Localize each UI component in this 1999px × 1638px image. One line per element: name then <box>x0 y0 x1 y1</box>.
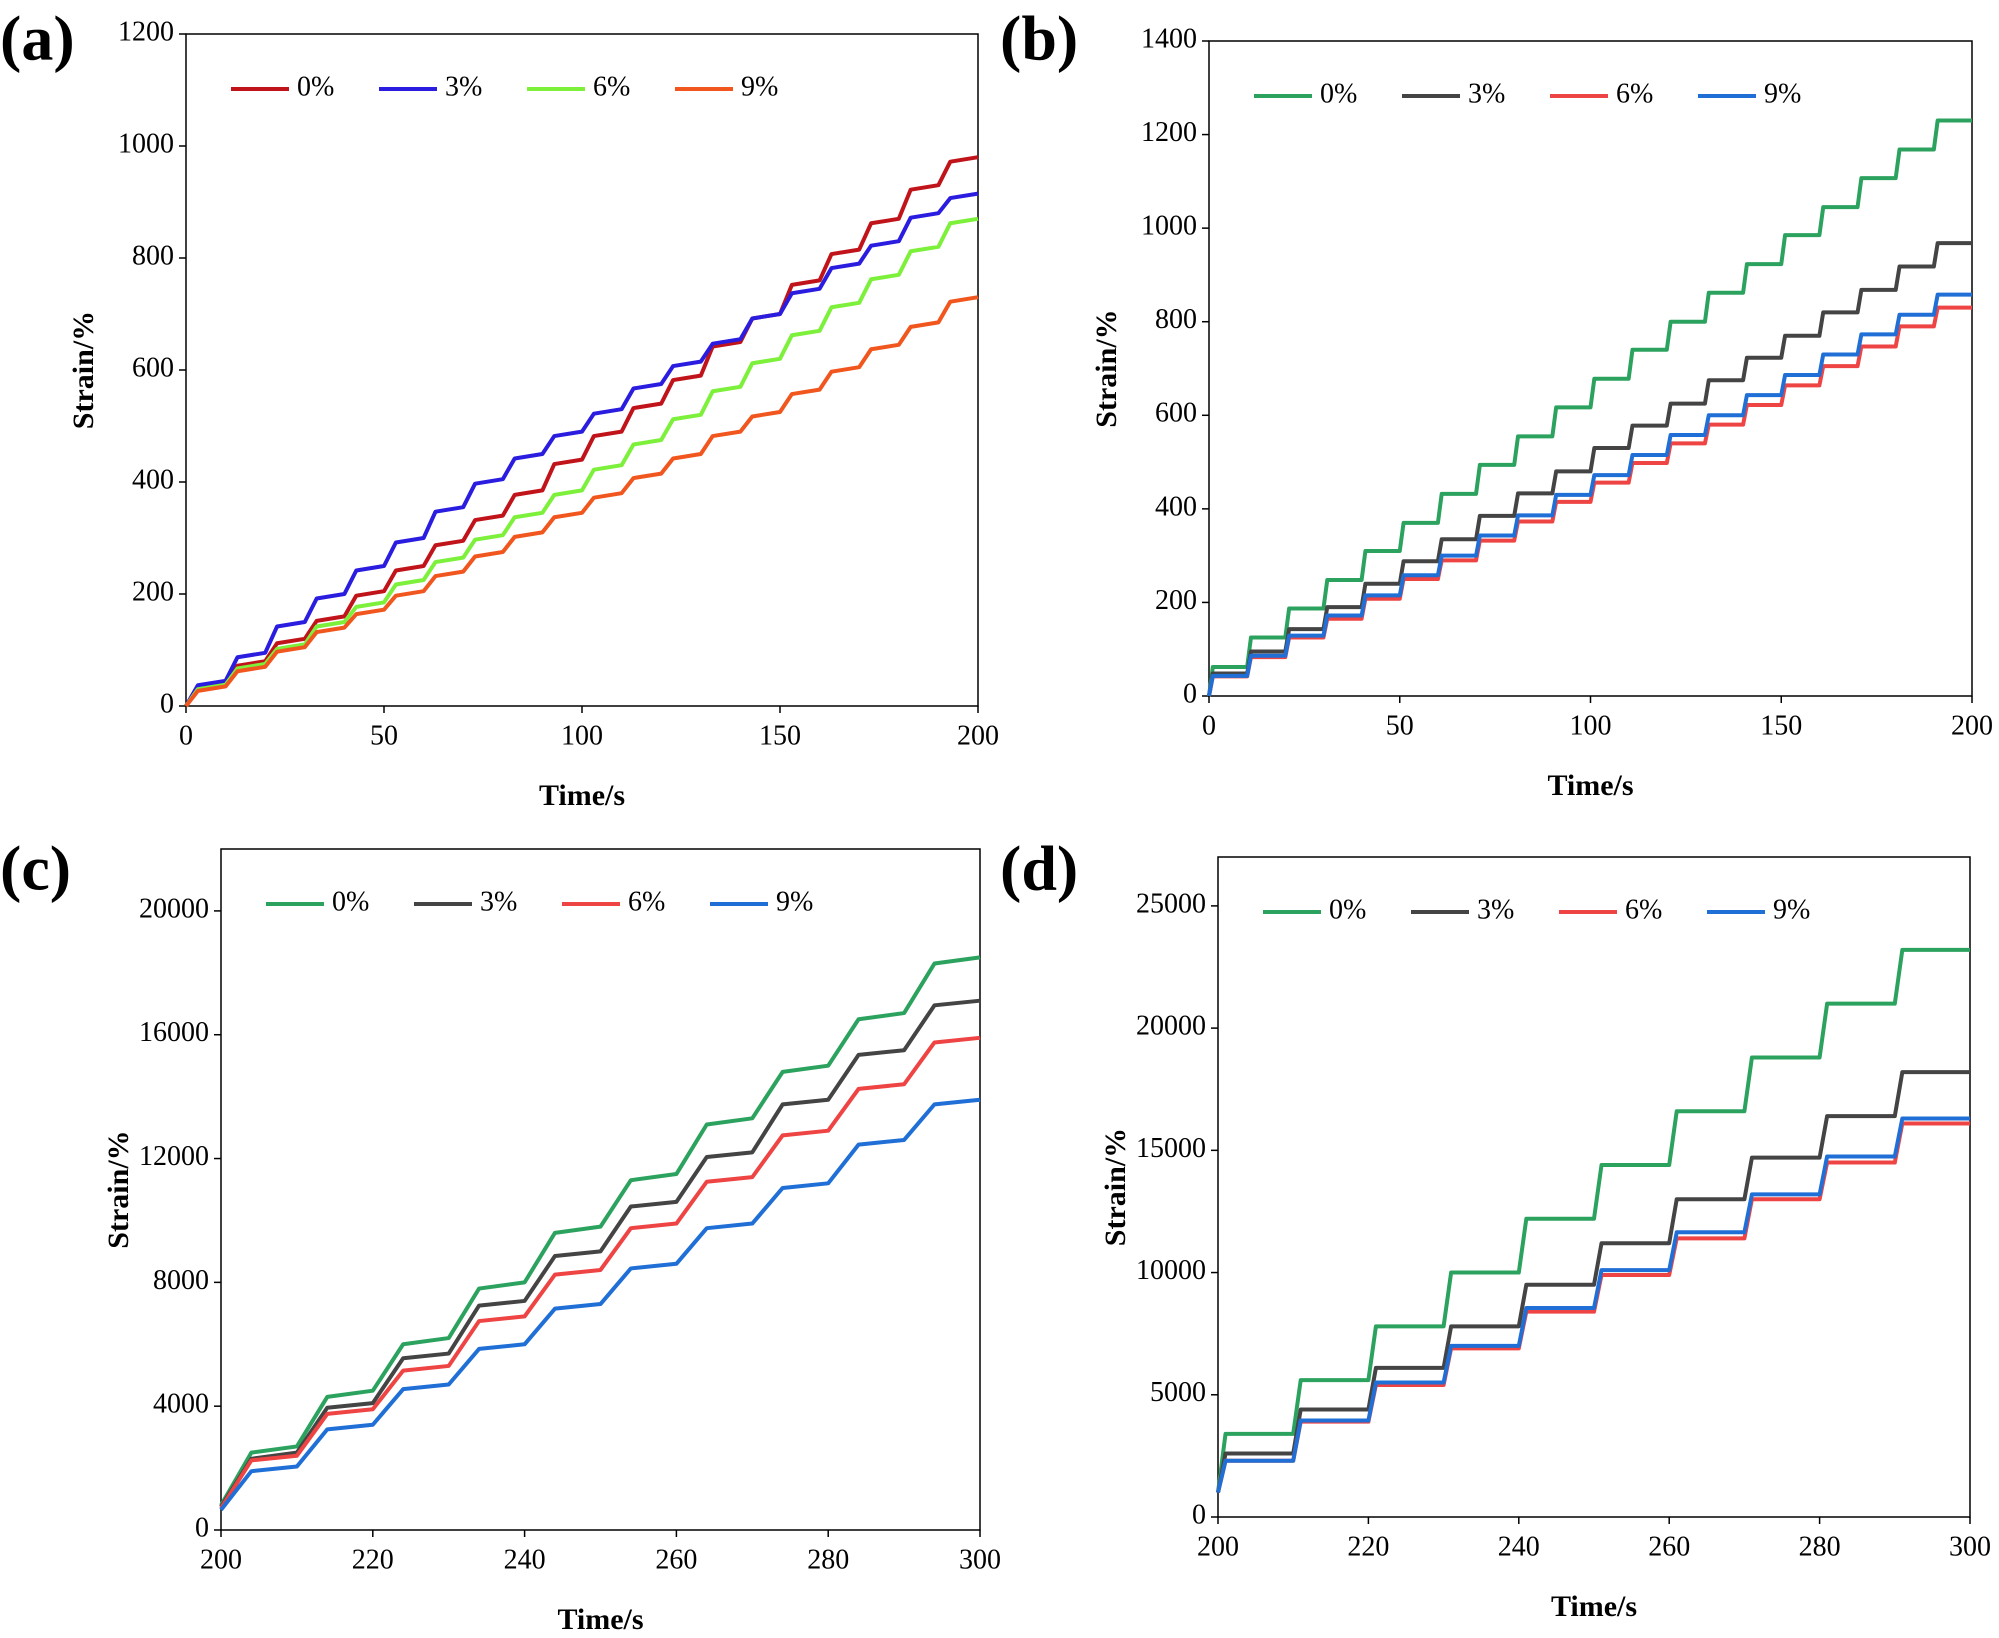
x-tick-label: 150 <box>759 720 801 751</box>
legend-label: 3% <box>1477 894 1514 925</box>
legend-label: 6% <box>593 71 630 102</box>
y-tick-label: 1000 <box>1141 211 1197 242</box>
series-line <box>184 155 979 708</box>
plot-frame <box>1217 856 1971 1518</box>
x-tick-label: 200 <box>957 720 999 751</box>
y-tick-label: 200 <box>132 576 174 607</box>
legend-label: 9% <box>1773 894 1810 925</box>
series-line <box>1216 1116 1970 1494</box>
series-line <box>1207 305 1972 697</box>
y-tick-label: 0 <box>1192 1499 1206 1530</box>
x-tick-label: 260 <box>655 1544 697 1575</box>
y-tick-label: 800 <box>1155 304 1197 335</box>
legend-label: 6% <box>1625 894 1662 925</box>
y-tick-label: 0 <box>1183 678 1197 709</box>
x-tick-label: 50 <box>1386 710 1414 741</box>
y-tick-label: 15000 <box>1136 1133 1206 1164</box>
series-line <box>219 955 981 1507</box>
legend-label: 6% <box>628 886 665 917</box>
series-line <box>219 1035 981 1510</box>
series-line <box>184 191 979 707</box>
x-tick-label: 200 <box>200 1544 242 1575</box>
x-tick-label: 260 <box>1648 1531 1690 1562</box>
y-axis-label: Strain/% <box>1090 309 1123 427</box>
y-tick-label: 400 <box>1155 491 1197 522</box>
y-tick-label: 10000 <box>1136 1255 1206 1286</box>
y-tick-label: 20000 <box>1136 1011 1206 1042</box>
y-tick-label: 600 <box>1155 398 1197 429</box>
legend-label: 3% <box>445 71 482 102</box>
x-tick-label: 0 <box>179 720 193 751</box>
x-tick-label: 100 <box>1570 710 1612 741</box>
panel-label: (b) <box>1000 3 1078 74</box>
panel-label: (c) <box>0 833 71 904</box>
series-line <box>219 1097 981 1512</box>
x-tick-label: 280 <box>1799 1531 1841 1562</box>
y-axis-label: Strain/% <box>67 311 100 429</box>
x-tick-label: 220 <box>1347 1531 1389 1562</box>
y-axis-label: Strain/% <box>102 1130 135 1248</box>
y-tick-label: 1000 <box>118 128 174 159</box>
y-tick-label: 5000 <box>1150 1377 1206 1408</box>
y-tick-label: 1200 <box>1141 117 1197 148</box>
x-tick-label: 240 <box>1498 1531 1540 1562</box>
legend-label: 0% <box>332 886 369 917</box>
legend-label: 3% <box>1468 78 1505 109</box>
panel-label: (d) <box>1000 833 1078 904</box>
y-tick-label: 12000 <box>139 1141 209 1172</box>
series-line <box>1207 118 1972 697</box>
y-tick-label: 16000 <box>139 1017 209 1048</box>
legend-label: 3% <box>480 886 517 917</box>
legend-label: 0% <box>1329 894 1366 925</box>
legend-label: 9% <box>1764 78 1801 109</box>
y-tick-label: 0 <box>195 1512 209 1543</box>
y-tick-label: 20000 <box>139 893 209 924</box>
y-tick-label: 0 <box>160 688 174 719</box>
series-line <box>1216 947 1970 1493</box>
x-tick-label: 240 <box>504 1544 546 1575</box>
x-tick-label: 300 <box>1949 1531 1991 1562</box>
y-tick-label: 800 <box>132 240 174 271</box>
x-tick-label: 0 <box>1202 710 1216 741</box>
series-line <box>1207 292 1972 697</box>
y-tick-label: 1400 <box>1141 23 1197 54</box>
x-tick-label: 200 <box>1951 710 1993 741</box>
x-axis-label: Time/s <box>1547 769 1633 802</box>
subplot: (a) 0 200 400 600 800 1000 1200 0 50 100 150 200 Time… <box>0 3 999 812</box>
x-tick-label: 220 <box>352 1544 394 1575</box>
y-tick-label: 25000 <box>1136 888 1206 919</box>
x-tick-label: 150 <box>1760 710 1802 741</box>
x-tick-label: 300 <box>959 1544 1001 1575</box>
y-tick-label: 600 <box>132 352 174 383</box>
y-tick-label: 200 <box>1155 585 1197 616</box>
legend-label: 9% <box>741 71 778 102</box>
x-axis-label: Time/s <box>1551 1590 1637 1623</box>
x-tick-label: 280 <box>807 1544 849 1575</box>
legend-label: 6% <box>1616 78 1653 109</box>
subplot: (c) 0 4000 8000 12000 16000 20000 200 220 240 260 2… <box>0 833 1001 1636</box>
panel-label: (a) <box>0 3 75 74</box>
y-tick-label: 4000 <box>153 1389 209 1420</box>
series-line <box>1216 1070 1970 1493</box>
y-tick-label: 1200 <box>118 16 174 47</box>
legend-label: 0% <box>297 71 334 102</box>
legend-label: 0% <box>1320 78 1357 109</box>
y-tick-label: 8000 <box>153 1265 209 1296</box>
y-tick-label: 400 <box>132 464 174 495</box>
x-tick-label: 100 <box>561 720 603 751</box>
subplot: (b) 0 200 400 600 800 1000 1200 1400 0 50 100 150 200… <box>1000 3 1993 802</box>
series-line <box>184 216 979 708</box>
y-axis-label: Strain/% <box>1099 1128 1132 1246</box>
x-tick-label: 200 <box>1197 1531 1239 1562</box>
series-line <box>184 295 979 708</box>
series-line <box>219 998 981 1508</box>
plot-frame <box>185 33 979 707</box>
x-axis-label: Time/s <box>539 779 625 812</box>
x-tick-label: 50 <box>370 720 398 751</box>
legend-label: 9% <box>776 886 813 917</box>
plot-frame <box>220 848 981 1531</box>
subplot: (d) 0 5000 10000 15000 20000 25000 200 220 240 260… <box>1000 833 1991 1623</box>
x-axis-label: Time/s <box>557 1603 643 1636</box>
